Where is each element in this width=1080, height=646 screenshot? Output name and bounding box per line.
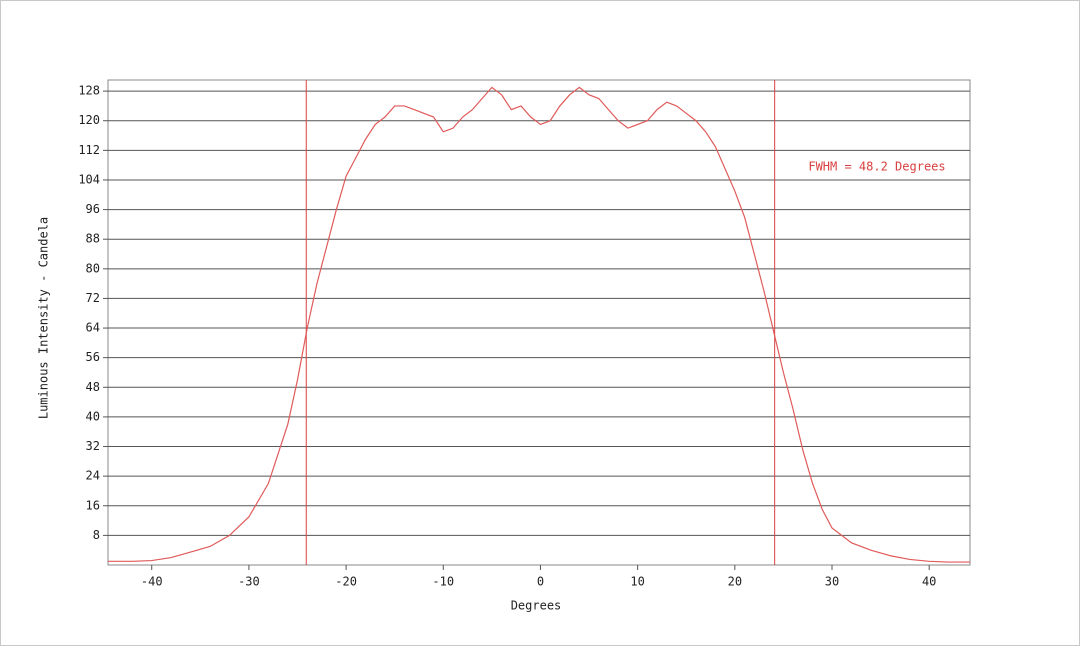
y-axis-label: Luminous Intensity - Candela — [37, 217, 51, 419]
y-tick-label: 24 — [86, 469, 100, 483]
x-tick-label: 40 — [922, 575, 936, 589]
y-tick-label: 40 — [86, 409, 100, 423]
y-tick-label: 56 — [86, 350, 100, 364]
y-tick-label: 72 — [86, 291, 100, 305]
y-tick-label: 64 — [86, 321, 100, 335]
y-tick-label: 8 — [93, 528, 100, 542]
y-tick-label: 112 — [78, 143, 100, 157]
y-tick-label: 128 — [78, 84, 100, 98]
y-tick-label: 48 — [86, 380, 100, 394]
x-tick-label: 10 — [630, 575, 644, 589]
y-tick-label: 80 — [86, 261, 100, 275]
y-tick-label: 104 — [78, 172, 100, 186]
x-tick-label: 20 — [728, 575, 742, 589]
x-tick-label: -20 — [335, 575, 357, 589]
y-tick-label: 96 — [86, 202, 100, 216]
x-tick-label: -30 — [238, 575, 260, 589]
x-tick-label: -40 — [141, 575, 163, 589]
x-tick-label: 30 — [825, 575, 839, 589]
data-line — [108, 86, 970, 563]
plot-area — [107, 79, 971, 566]
y-tick-label: 120 — [78, 113, 100, 127]
x-tick-label: 0 — [537, 575, 544, 589]
x-tick-label: -10 — [432, 575, 454, 589]
annotation: FWHM = 48.2 Degrees — [808, 160, 945, 174]
x-axis-label: Degrees — [511, 599, 562, 613]
y-tick-label: 88 — [86, 232, 100, 246]
y-tick-label: 32 — [86, 439, 100, 453]
y-tick-label: 16 — [86, 498, 100, 512]
